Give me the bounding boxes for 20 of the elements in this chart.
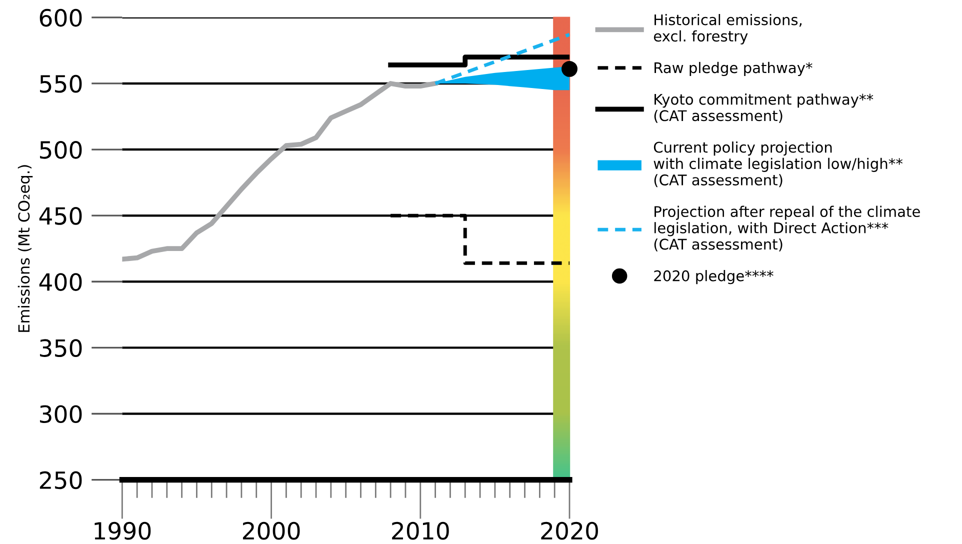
- legend-label: Historical emissions, excl. forestry: [654, 14, 802, 44]
- y-tick-label: 600: [40, 8, 82, 27]
- y-axis-title: Emissions (Mt CO₂eq.): [18, 165, 33, 332]
- y-tick-label: 400: [39, 273, 82, 291]
- y-tick-label: 500: [40, 140, 82, 159]
- y-tick-label: 450: [39, 207, 82, 225]
- y-tick-label: 350: [40, 339, 82, 357]
- legend-label: Projection after repeal of the climate legislation, with Direct Action*** (CAT assessment): [654, 206, 920, 252]
- y-tick-label: 300: [40, 405, 82, 424]
- x-tick-label: 2000: [242, 522, 300, 540]
- legend-label: Raw pledge pathway*: [654, 62, 812, 76]
- legend-label: 2020 pledge****: [654, 270, 774, 284]
- legend-label: Kyoto commitment pathway** (CAT assessment): [654, 94, 874, 123]
- legend-label: Current policy projection with climate legislation low/high** (CAT assessment): [654, 141, 903, 188]
- line-series: [122, 81, 438, 262]
- x-tick-label: 1990: [94, 522, 151, 540]
- y-tick-label: 550: [40, 74, 82, 93]
- x-tick-label: 2010: [392, 522, 449, 540]
- y-tick-label: 250: [40, 471, 82, 490]
- x-tick-label: 2020: [541, 522, 598, 540]
